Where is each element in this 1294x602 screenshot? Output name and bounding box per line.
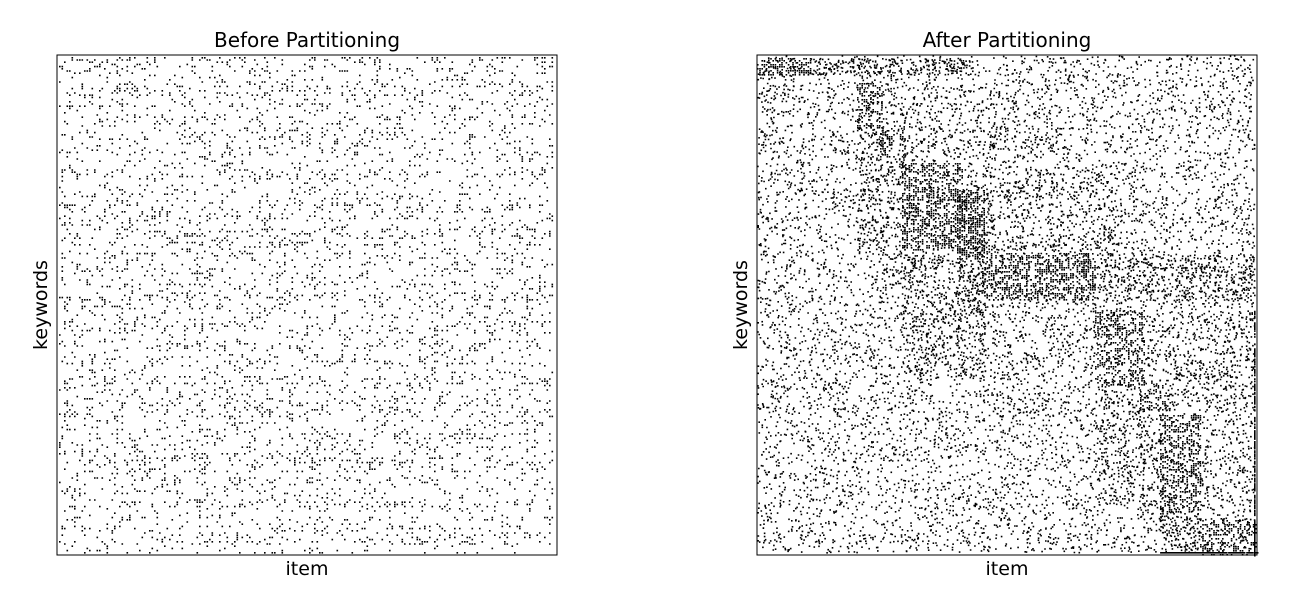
y-axis-label: keywords <box>730 260 752 350</box>
axes-frame <box>56 54 558 556</box>
sparsity-pattern <box>59 57 554 554</box>
panel: Before Partitioning item keywords <box>30 28 558 580</box>
panel-title: After Partitioning <box>923 28 1092 52</box>
axes-frame <box>756 54 1258 556</box>
panel-title: Before Partitioning <box>214 28 400 52</box>
y-axis-label: keywords <box>30 260 52 350</box>
sparsity-pattern <box>757 55 1259 557</box>
x-axis-label: item <box>286 558 329 580</box>
panel: After Partitioning item keywords <box>730 28 1259 580</box>
x-axis-label: item <box>986 558 1029 580</box>
